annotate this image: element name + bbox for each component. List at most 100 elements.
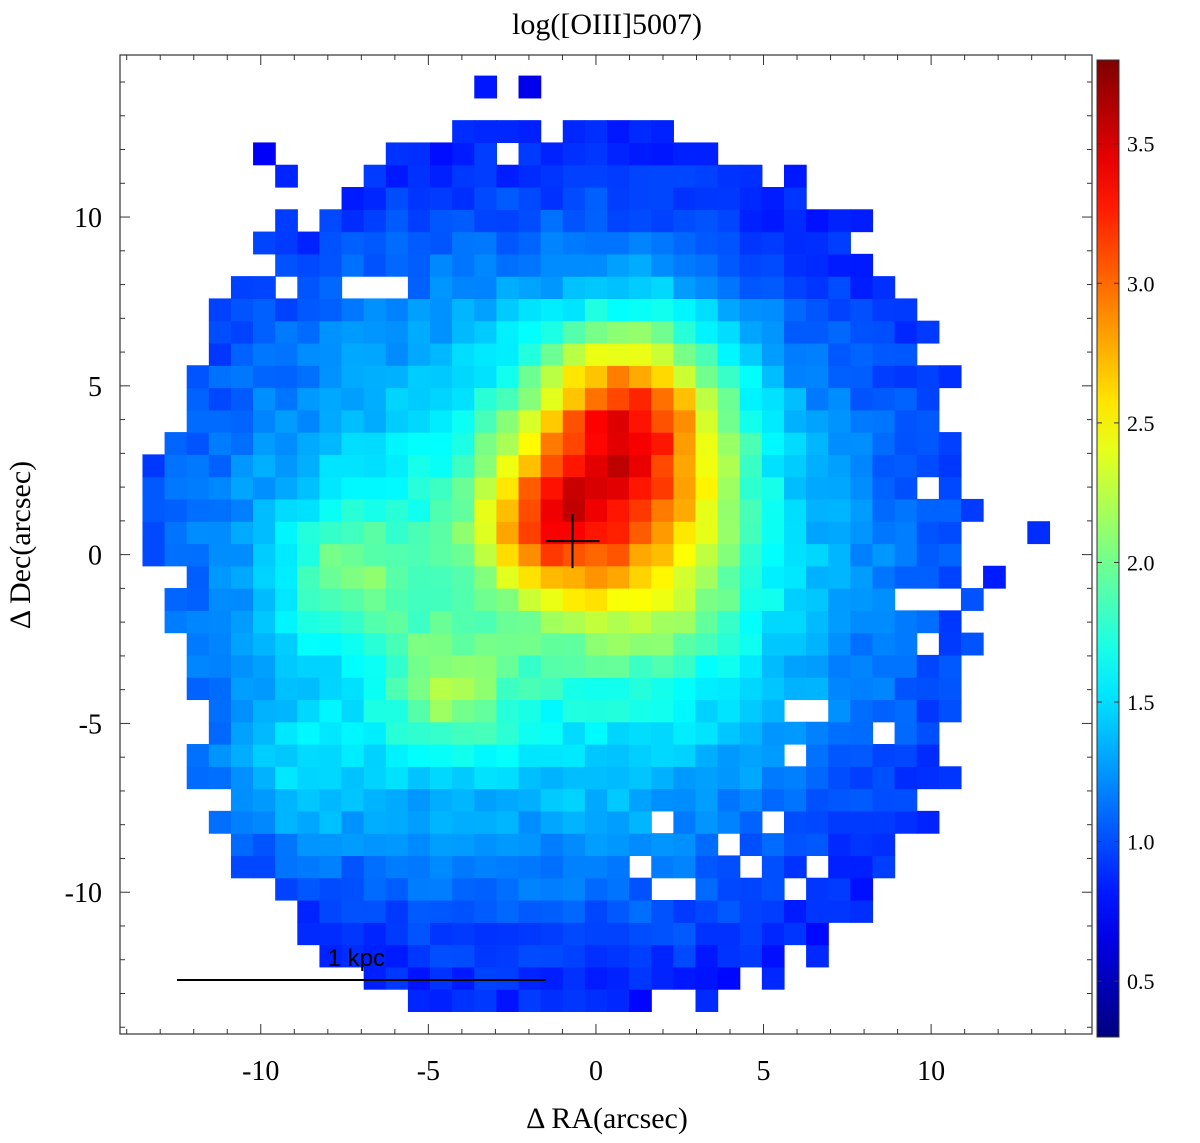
heatmap-cell xyxy=(407,855,431,879)
heatmap-cell xyxy=(319,231,343,255)
heatmap-cell xyxy=(430,677,453,701)
heatmap-cell xyxy=(850,342,874,366)
heatmap-cell xyxy=(319,320,343,344)
heatmap-cell xyxy=(297,365,321,389)
heatmap-cell xyxy=(230,833,254,857)
heatmap-cell xyxy=(695,498,719,522)
heatmap-cell xyxy=(341,855,365,879)
heatmap-cell xyxy=(673,677,697,701)
heatmap-cell xyxy=(407,320,431,344)
heatmap-cell xyxy=(761,365,785,389)
heatmap-cell xyxy=(872,454,896,478)
colorbar-tick-label: 1.0 xyxy=(1127,830,1155,855)
heatmap-cell xyxy=(673,944,697,968)
heatmap-cell xyxy=(496,231,520,255)
heatmap-cell xyxy=(872,409,896,433)
heatmap-cell xyxy=(739,744,763,767)
heatmap-cell xyxy=(673,543,697,567)
heatmap-cell xyxy=(806,588,829,611)
heatmap-cell xyxy=(341,944,365,968)
heatmap-cell xyxy=(938,677,962,701)
heatmap-cell xyxy=(629,654,652,678)
heatmap-cell xyxy=(341,833,365,857)
heatmap-cell xyxy=(297,253,321,277)
heatmap-cell xyxy=(651,476,674,500)
heatmap-cell xyxy=(540,142,564,166)
heatmap-cell xyxy=(518,498,542,522)
heatmap-cell xyxy=(651,365,674,389)
heatmap-cell xyxy=(142,454,166,478)
heatmap-cell xyxy=(452,387,475,411)
heatmap-cell xyxy=(828,632,851,656)
heatmap-cell xyxy=(850,476,874,500)
heatmap-cell xyxy=(806,565,829,589)
heatmap-cell xyxy=(739,476,763,500)
heatmap-cell xyxy=(363,922,387,946)
heatmap-cell xyxy=(828,365,851,389)
heatmap-cell xyxy=(474,164,497,188)
heatmap-cell xyxy=(253,677,276,701)
heatmap-cell xyxy=(319,810,343,834)
heatmap-cell xyxy=(673,632,697,656)
heatmap-cell xyxy=(208,387,232,411)
heatmap-cell xyxy=(761,699,785,723)
heatmap-cell xyxy=(872,543,896,567)
heatmap-cell xyxy=(275,588,298,611)
heatmap-cell xyxy=(518,766,542,790)
heatmap-cell xyxy=(385,899,409,923)
heatmap-cell xyxy=(894,677,918,701)
heatmap-cell xyxy=(474,944,497,968)
heatmap-cell xyxy=(230,610,254,634)
heatmap-cell xyxy=(607,855,630,879)
heatmap-cell xyxy=(1027,521,1051,545)
heatmap-cell xyxy=(872,320,896,344)
heatmap-cell xyxy=(186,543,210,567)
heatmap-cell xyxy=(407,833,431,857)
heatmap-cell xyxy=(629,944,652,968)
heatmap-cell xyxy=(562,677,586,701)
heatmap-cell xyxy=(275,342,298,366)
heatmap-cell xyxy=(717,565,741,589)
heatmap-cell xyxy=(850,877,874,901)
heatmap-cell xyxy=(186,588,210,611)
heatmap-cell xyxy=(717,699,741,723)
heatmap-cell xyxy=(341,788,365,812)
heatmap-cell xyxy=(452,432,475,455)
heatmap-cell xyxy=(275,298,298,322)
heatmap-cell xyxy=(739,365,763,389)
heatmap-cell xyxy=(385,833,409,857)
heatmap-cell xyxy=(562,810,586,834)
heatmap-cell xyxy=(607,231,630,255)
heatmap-cell xyxy=(894,498,918,522)
heatmap-cell xyxy=(695,164,719,188)
heatmap-cell xyxy=(828,899,851,923)
heatmap-cell xyxy=(540,231,564,255)
heatmap-cell xyxy=(607,521,630,545)
heatmap-cell xyxy=(363,855,387,879)
heatmap-cell xyxy=(673,187,697,210)
heatmap-cell xyxy=(607,120,630,144)
heatmap-cell xyxy=(872,342,896,366)
heatmap-cell xyxy=(496,432,520,455)
heatmap-cell xyxy=(275,632,298,656)
heatmap-cell xyxy=(783,766,807,790)
heatmap-cell xyxy=(186,409,210,433)
heatmap-cell xyxy=(894,454,918,478)
heatmap-cell xyxy=(828,654,851,678)
heatmap-cell xyxy=(474,677,497,701)
heatmap-cell xyxy=(828,588,851,611)
heatmap-cell xyxy=(629,766,652,790)
heatmap-cell xyxy=(916,365,940,389)
heatmap-cell xyxy=(496,877,520,901)
heatmap-cell xyxy=(872,476,896,500)
heatmap-cell xyxy=(850,298,874,322)
heatmap-cell xyxy=(717,454,741,478)
heatmap-cell xyxy=(385,744,409,767)
heatmap-cell xyxy=(430,654,453,678)
heatmap-cell xyxy=(452,632,475,656)
heatmap-cell xyxy=(385,966,409,990)
heatmap-cell xyxy=(518,231,542,255)
heatmap-cell xyxy=(651,833,674,857)
heatmap-cell xyxy=(407,677,431,701)
heatmap-cell xyxy=(297,654,321,678)
